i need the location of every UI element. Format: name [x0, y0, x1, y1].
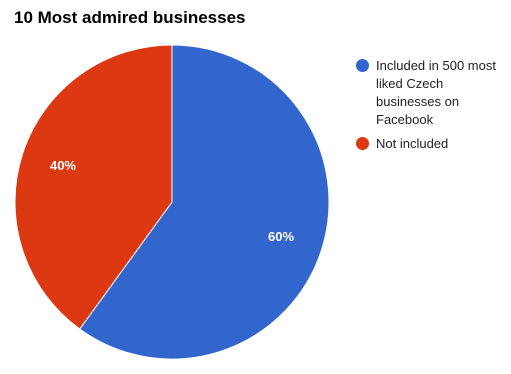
legend-label-not-included: Not included [376, 136, 449, 151]
legend-swatch-not-included [356, 137, 369, 150]
legend-item-included[interactable]: Included in 500 most liked Czech busines… [356, 57, 506, 129]
pie-slice-not-included[interactable] [14, 44, 173, 330]
legend-label-included: Included in 500 most liked Czech busines… [376, 58, 496, 127]
legend-swatch-included [356, 59, 369, 72]
legend-item-not-included[interactable]: Not included [356, 135, 506, 153]
chart-title: 10 Most admired businesses [14, 8, 246, 27]
slice-label-included: 60% [268, 229, 294, 244]
pie-slice-included[interactable] [79, 44, 330, 360]
slice-label-not-included: 40% [50, 158, 76, 173]
legend: Included in 500 most liked Czech busines… [356, 57, 506, 159]
